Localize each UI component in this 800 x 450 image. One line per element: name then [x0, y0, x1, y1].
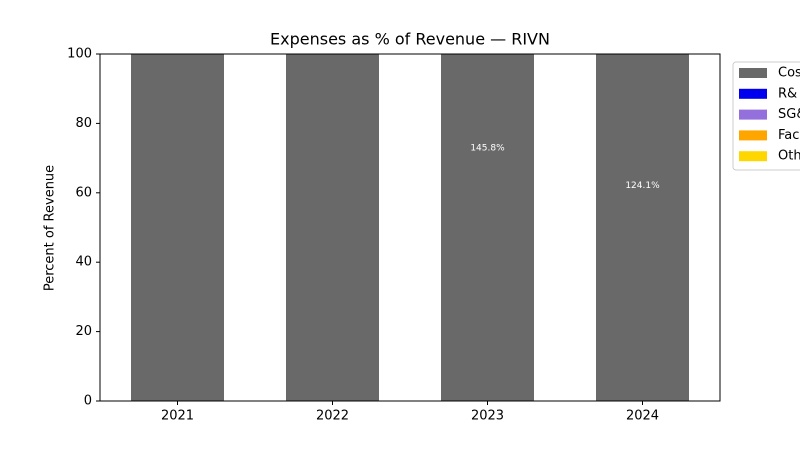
y-tick-label: 20 [75, 324, 92, 339]
legend-swatch [739, 109, 767, 120]
plot-area: 145.8% 124.1% [131, 54, 689, 401]
x-tick-label: 2022 [316, 409, 349, 424]
legend-label: R& [778, 86, 797, 101]
y-tick-label: 0 [84, 394, 92, 409]
x-tick-label: 2021 [161, 409, 194, 424]
x-tick-label: 2024 [626, 409, 659, 424]
y-tick-label: 100 [67, 47, 92, 62]
legend-swatch [739, 130, 767, 141]
y-axis-label: Percent of Revenue [43, 165, 58, 291]
bar-segment [286, 54, 379, 401]
chart-title: Expenses as % of Revenue — RIVN [270, 30, 550, 49]
x-tick-label: 2023 [471, 409, 504, 424]
legend-swatch [739, 88, 767, 99]
y-tick-label: 60 [75, 185, 92, 200]
legend-label: Cos [778, 66, 800, 81]
value-label: 145.8% [470, 144, 505, 154]
legend-swatch [739, 151, 767, 162]
bar-segment [441, 54, 534, 401]
legend-label: Fac [778, 128, 799, 143]
y-tick-label: 40 [75, 255, 92, 270]
axes-frame [99, 53, 721, 402]
legend-label: SG& [778, 107, 800, 122]
legend-swatch [739, 68, 767, 78]
legend-label: Oth [778, 149, 800, 164]
y-tick-label: 80 [75, 116, 92, 131]
bar-segment [131, 54, 224, 401]
value-label: 124.1% [625, 181, 660, 191]
bar-segment [596, 54, 689, 401]
